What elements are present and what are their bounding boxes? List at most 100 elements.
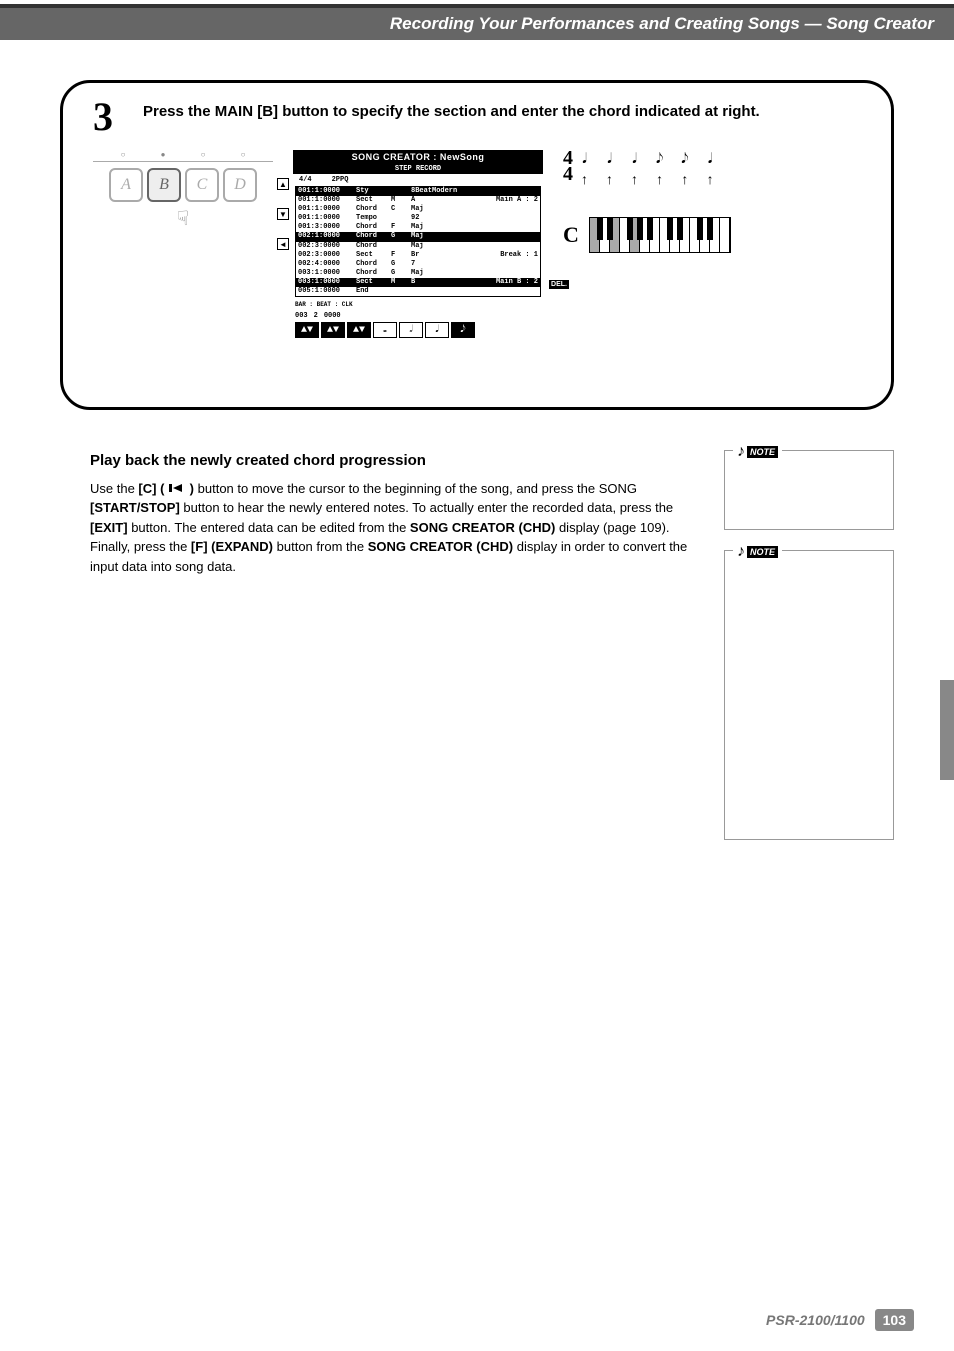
lcd-event-table: 001:1:0000Sty8BeatModern001:1:0000SectMA… — [295, 186, 541, 297]
down-arrow-icon[interactable]: ▼ — [277, 208, 289, 220]
black-key — [707, 218, 713, 240]
t5: button to hear the newly entered notes. … — [183, 500, 673, 515]
lcd-row: 002:3:0000SectFBrBreak : 1 — [296, 251, 540, 260]
bbc-values: 003 2 0000 — [295, 312, 541, 320]
page-number: 103 — [875, 1309, 914, 1331]
t7: button. The entered data can be edited f… — [131, 520, 410, 535]
up-arrow-icon[interactable]: ▲ — [277, 178, 289, 190]
black-key — [627, 218, 633, 240]
time-signature-row: 4 4 𝅘𝅥↑ 𝅘𝅥↑ 𝅘𝅥↑ 𝅘𝅥𝅮↑ 𝅘𝅥𝅮↑ 𝅘𝅥↑ — [563, 150, 861, 187]
bbc-label: BAR : BEAT : CLK — [295, 301, 353, 308]
note-badge: NOTE — [747, 546, 778, 558]
notation-area: 4 4 𝅘𝅥↑ 𝅘𝅥↑ 𝅘𝅥↑ 𝅘𝅥𝅮↑ 𝅘𝅥𝅮↑ 𝅘𝅥↑ C — [563, 150, 861, 253]
note-value-buttons: ▲▼ ▲▼ ▲▼ 𝅝 𝅗𝅥 𝅘𝅥 𝅘𝅥𝅮 — [295, 322, 541, 338]
lcd-row: 001:1:0000Sty8BeatModern — [296, 187, 540, 196]
black-key — [637, 218, 643, 240]
beat-2: 𝅘𝅥↑ — [606, 150, 613, 187]
side-tab — [940, 680, 954, 780]
lcd-row: 003:1:0000ChordGMaj — [296, 269, 540, 278]
button-d[interactable]: D — [223, 168, 257, 202]
step-content: ○ ● ○ ○ A B C D ☟ ▲ ▼ ◄ DEL. SONG CREATO… — [93, 150, 861, 340]
footer: PSR-2100/1100 103 — [766, 1309, 914, 1331]
t4: [START/STOP] — [90, 500, 180, 515]
piano-diagram — [589, 217, 731, 253]
button-c[interactable]: C — [185, 168, 219, 202]
black-key — [607, 218, 613, 240]
note-label-1: ♪ NOTE — [733, 443, 782, 461]
black-key — [697, 218, 703, 240]
bbc-beat: 2 — [314, 312, 318, 320]
top-bar — [0, 0, 954, 8]
lcd-wrap: ▲ ▼ ◄ DEL. SONG CREATOR : NewSong STEP R… — [293, 150, 543, 340]
bbc-clk: 0000 — [324, 312, 341, 320]
step-instruction: Press the MAIN [B] button to specify the… — [143, 103, 861, 120]
black-key — [597, 218, 603, 240]
note-boxes: ♪ NOTE ♪ NOTE — [724, 450, 894, 860]
note-label-2: ♪ NOTE — [733, 543, 782, 561]
note-badge: NOTE — [747, 446, 778, 458]
black-key — [647, 218, 653, 240]
lcd-row: 001:3:0000ChordFMaj — [296, 223, 540, 232]
lcd-screen: SONG CREATOR : NewSong STEP RECORD 4/4 2… — [293, 150, 543, 338]
beat-5: 𝅘𝅥↑ — [707, 150, 714, 187]
updown-2[interactable]: ▲▼ — [321, 322, 345, 338]
indicator-b: ● — [161, 150, 166, 159]
t10: [F] (EXPAND) — [191, 539, 273, 554]
lcd-subtitle: STEP RECORD — [293, 164, 543, 174]
playback-heading: Play back the newly created chord progre… — [90, 450, 694, 473]
t2c: ) — [190, 481, 194, 496]
updown-1[interactable]: ▲▼ — [295, 322, 319, 338]
ts-den: 4 — [563, 166, 573, 182]
beat-4b: 𝅘𝅥𝅮↑ — [681, 150, 688, 187]
step-box: 3 Press the MAIN [B] button to specify t… — [60, 80, 894, 410]
beat-4a: 𝅘𝅥𝅮↑ — [656, 150, 663, 187]
t1: Use the — [90, 481, 138, 496]
half-note-icon[interactable]: 𝅗𝅥 — [399, 322, 423, 338]
note-music-icon: ♪ — [737, 443, 745, 461]
abcd-buttons: A B C D — [93, 168, 273, 202]
abcd-panel: ○ ● ○ ○ A B C D ☟ — [93, 150, 273, 231]
abcd-indicators: ○ ● ○ ○ — [93, 150, 273, 162]
t2: [C] ( — [138, 481, 164, 496]
top-icon — [168, 483, 186, 493]
lcd-row: 001:1:0000SectMAMain A : 2 — [296, 196, 540, 205]
t6: [EXIT] — [90, 520, 128, 535]
model-name: PSR-2100/1100 — [766, 1312, 865, 1328]
black-key — [677, 218, 683, 240]
button-b[interactable]: B — [147, 168, 181, 202]
chapter-header: Recording Your Performances and Creating… — [0, 8, 954, 40]
lcd-row: 005:1:0000End — [296, 287, 540, 296]
playback-paragraph: Use the [C] ( ) button to move the curso… — [90, 479, 694, 577]
black-key — [667, 218, 673, 240]
bbc-bar: 003 — [295, 312, 308, 320]
t3: button to move the cursor to the beginni… — [198, 481, 637, 496]
lcd-row: 002:1:0000ChordGMaj — [296, 232, 540, 241]
beat-diagram: 𝅘𝅥↑ 𝅘𝅥↑ 𝅘𝅥↑ 𝅘𝅥𝅮↑ 𝅘𝅥𝅮↑ 𝅘𝅥↑ — [581, 150, 714, 187]
lcd-row: 001:1:0000ChordCMaj — [296, 205, 540, 214]
note-box-1: ♪ NOTE — [724, 450, 894, 530]
note-box-2: ♪ NOTE — [724, 550, 894, 840]
cursor-icon[interactable]: ◄ — [277, 238, 289, 250]
lcd-timesig: 4/4 — [299, 176, 312, 184]
step-number: 3 — [93, 93, 113, 140]
lcd-header: 4/4 2PPQ — [293, 174, 543, 186]
chord-letter: C — [563, 222, 579, 248]
whole-note-icon[interactable]: 𝅝 — [373, 322, 397, 338]
bar-beat-clk: BAR : BEAT : CLK — [295, 301, 541, 308]
eighth-note-icon[interactable]: 𝅘𝅥𝅮 — [451, 322, 475, 338]
time-signature: 4 4 — [563, 150, 573, 182]
delete-button[interactable]: DEL. — [549, 280, 569, 289]
updown-3[interactable]: ▲▼ — [347, 322, 371, 338]
indicator-c: ○ — [201, 150, 206, 159]
playback-section: Play back the newly created chord progre… — [90, 450, 894, 860]
lcd-title: SONG CREATOR : NewSong — [293, 150, 543, 164]
lcd-ppq: 2PPQ — [332, 176, 349, 184]
t11: button from the — [277, 539, 368, 554]
button-a[interactable]: A — [109, 168, 143, 202]
indicator-d: ○ — [241, 150, 246, 159]
t12: SONG CREATOR (CHD) — [368, 539, 513, 554]
quarter-note-icon[interactable]: 𝅘𝅥 — [425, 322, 449, 338]
chord-display: C — [563, 217, 861, 253]
playback-text: Play back the newly created chord progre… — [90, 450, 694, 860]
lcd-row: 002:4:0000ChordG7 — [296, 260, 540, 269]
